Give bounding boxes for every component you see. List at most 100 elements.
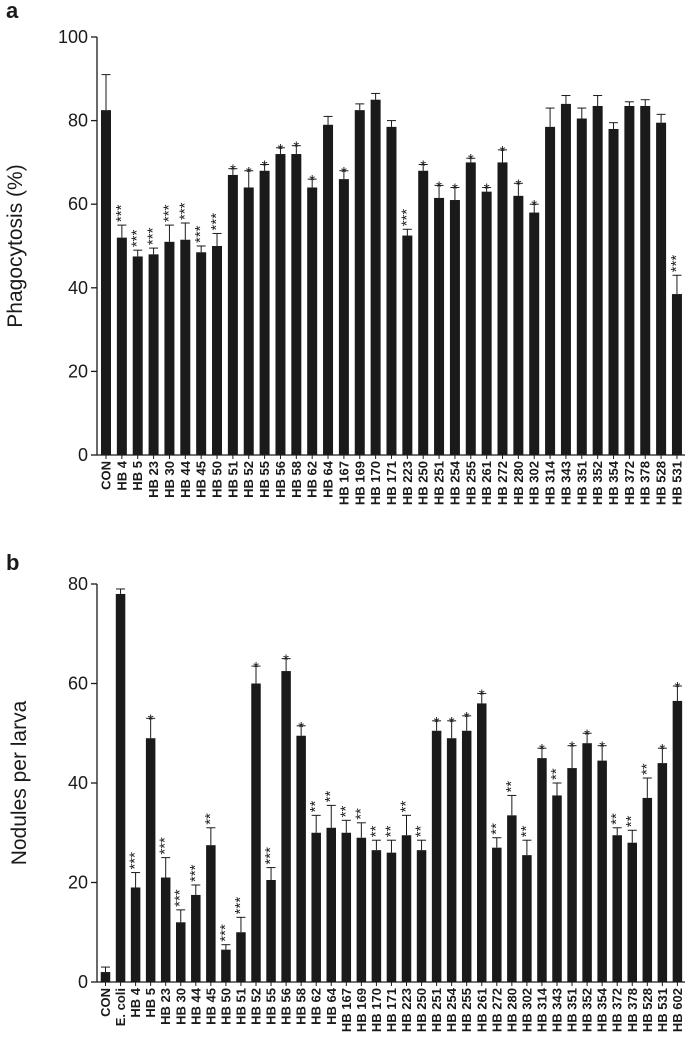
x-tick-label: HB 254 bbox=[447, 460, 462, 505]
significance-label: ** bbox=[623, 815, 640, 827]
bar bbox=[640, 105, 651, 455]
x-tick-label: HB 378 bbox=[638, 461, 653, 505]
bar bbox=[529, 212, 540, 455]
bar bbox=[612, 835, 622, 982]
x-tick-label: HB 352 bbox=[590, 461, 605, 505]
x-tick-label: HB 261 bbox=[474, 988, 489, 1032]
bar bbox=[259, 170, 270, 455]
x-tick-label: HB 62 bbox=[309, 988, 324, 1025]
significance-label: * bbox=[246, 164, 252, 181]
significance-label: * bbox=[253, 659, 259, 676]
bar bbox=[627, 842, 637, 982]
bar bbox=[449, 200, 460, 455]
x-tick-label: HB 44 bbox=[188, 987, 203, 1025]
x-tick-label: HB 251 bbox=[429, 988, 444, 1032]
significance-label: * bbox=[341, 164, 347, 181]
significance-label: ** bbox=[367, 825, 384, 837]
x-tick-label: HB 250 bbox=[416, 461, 431, 505]
significance-label: *** bbox=[172, 889, 189, 907]
x-tick-label: HB 602 bbox=[670, 988, 685, 1032]
bar bbox=[148, 254, 159, 455]
x-tick-label: HB 250 bbox=[414, 988, 429, 1032]
x-tick-label: HB 351 bbox=[574, 461, 589, 505]
significance-label: * bbox=[500, 143, 506, 160]
significance-label: * bbox=[515, 176, 521, 193]
x-tick-label: HB 171 bbox=[384, 461, 399, 505]
bar bbox=[145, 738, 156, 982]
significance-label: ** bbox=[382, 825, 399, 837]
significance-label: *** bbox=[187, 864, 204, 882]
x-tick-label: HB 64 bbox=[324, 987, 339, 1025]
significance-label: * bbox=[449, 714, 455, 731]
x-tick-label: HB 56 bbox=[273, 461, 288, 498]
significance-label: * bbox=[298, 719, 304, 736]
bar bbox=[608, 128, 619, 455]
x-tick-label: HB 50 bbox=[210, 461, 225, 498]
x-tick-label: HB 314 bbox=[534, 987, 549, 1032]
bar bbox=[481, 191, 492, 455]
panel-label: b bbox=[6, 550, 19, 575]
significance-label: *** bbox=[145, 227, 162, 245]
significance-label: *** bbox=[129, 230, 146, 248]
bar bbox=[592, 105, 603, 455]
bar bbox=[560, 103, 571, 455]
bar bbox=[101, 110, 111, 456]
significance-label: * bbox=[464, 709, 470, 726]
significance-label: *** bbox=[113, 204, 130, 222]
bar bbox=[291, 154, 302, 456]
significance-label: * bbox=[262, 157, 268, 174]
bar bbox=[416, 850, 427, 982]
significance-label: ** bbox=[638, 763, 655, 775]
panel-label: a bbox=[6, 0, 19, 23]
significance-label: * bbox=[584, 726, 590, 743]
bar bbox=[642, 797, 653, 982]
bar bbox=[671, 294, 682, 455]
y-tick-label: 20 bbox=[68, 361, 88, 381]
bar bbox=[497, 162, 508, 455]
bar bbox=[461, 730, 472, 982]
significance-label: *** bbox=[157, 837, 174, 855]
bar bbox=[311, 832, 321, 982]
x-tick-label: HB 372 bbox=[622, 461, 637, 505]
significance-label: * bbox=[230, 162, 236, 179]
significance-label: *** bbox=[262, 847, 279, 865]
bar bbox=[191, 894, 201, 982]
x-tick-label: HB 169 bbox=[352, 461, 367, 505]
bar bbox=[522, 855, 532, 982]
bar bbox=[418, 170, 429, 455]
x-tick-label: HB 372 bbox=[610, 988, 625, 1032]
bar bbox=[227, 174, 238, 455]
x-tick-label: HB 4 bbox=[114, 460, 129, 490]
x-tick-label: HB 50 bbox=[218, 988, 233, 1025]
significance-label: ** bbox=[398, 801, 415, 813]
y-tick-label: 0 bbox=[78, 972, 88, 992]
bar bbox=[281, 671, 291, 982]
bar bbox=[180, 239, 191, 455]
bar bbox=[656, 122, 667, 455]
x-tick-label: HB 314 bbox=[543, 460, 558, 505]
bar bbox=[370, 99, 381, 455]
bar bbox=[492, 847, 502, 982]
significance-label: * bbox=[479, 686, 485, 703]
bar bbox=[296, 735, 306, 982]
significance-label: * bbox=[436, 178, 442, 195]
bar bbox=[552, 795, 562, 982]
significance-label: ** bbox=[413, 825, 430, 837]
significance-label: ** bbox=[337, 805, 354, 817]
significance-label: *** bbox=[127, 852, 144, 870]
significance-label: * bbox=[659, 741, 665, 758]
x-tick-label: HB 45 bbox=[194, 461, 209, 498]
significance-label: * bbox=[531, 197, 537, 214]
bar bbox=[582, 743, 592, 982]
x-tick-label: HB 58 bbox=[294, 988, 309, 1025]
bar bbox=[341, 832, 352, 982]
bar bbox=[431, 730, 442, 982]
x-tick-label: HB 30 bbox=[162, 461, 177, 498]
bar bbox=[401, 835, 412, 982]
bar bbox=[212, 246, 223, 455]
significance-label: * bbox=[569, 739, 575, 756]
y-tick-label: 0 bbox=[78, 445, 88, 465]
significance-label: * bbox=[484, 180, 490, 197]
significance-label: *** bbox=[176, 202, 193, 220]
y-tick-label: 40 bbox=[68, 278, 88, 298]
